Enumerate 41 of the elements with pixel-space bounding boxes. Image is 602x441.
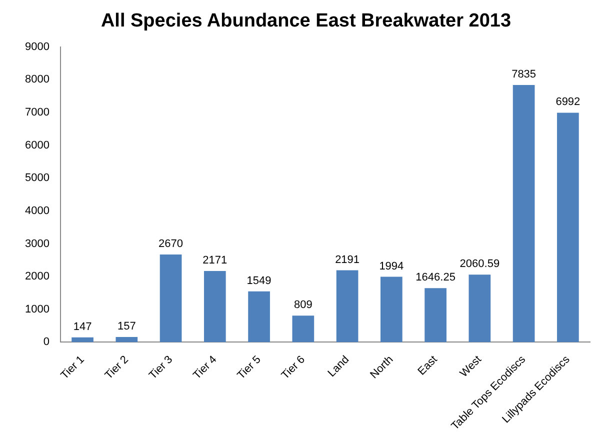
y-tick-label: 7000 [24, 106, 50, 118]
x-tick-label: Tier 4 [191, 354, 220, 382]
data-label: 147 [73, 320, 92, 333]
data-label: 7835 [512, 68, 536, 81]
bar [336, 270, 358, 342]
bar [468, 274, 491, 342]
bar [72, 337, 94, 342]
y-tick-label: 0 [43, 336, 50, 348]
bar [424, 288, 446, 342]
y-tick-label: 8000 [24, 74, 50, 86]
y-tick-label: 4000 [24, 204, 50, 217]
data-label: 1994 [379, 260, 404, 272]
bar [292, 316, 314, 342]
data-label: 809 [294, 299, 312, 312]
y-tick-label: 3000 [24, 238, 50, 250]
bar [557, 112, 579, 342]
x-tick-label: Tier 1 [58, 354, 87, 382]
y-tick-label: 6000 [24, 139, 50, 152]
bar [204, 270, 226, 342]
x-tick-label: Tier 6 [279, 354, 308, 382]
bar [248, 291, 270, 342]
bar [116, 337, 138, 342]
data-label: 6992 [556, 96, 580, 108]
y-tick-label: 1000 [24, 303, 50, 316]
y-tick-label: 2000 [24, 270, 50, 283]
bar [380, 276, 402, 342]
data-label: 1646.25 [416, 272, 456, 284]
data-label: 2171 [202, 254, 228, 266]
data-label: 157 [117, 320, 136, 333]
x-tick-label: Tier 5 [235, 354, 264, 382]
bar [160, 254, 182, 342]
y-tick-label: 5000 [24, 172, 50, 184]
data-label: 2060.59 [460, 258, 500, 270]
data-label: 1549 [246, 274, 272, 287]
data-label: 2191 [335, 254, 360, 266]
bar [512, 85, 535, 342]
chart-title: All Species Abundance East Breakwater 2013 [100, 10, 512, 32]
data-label: 2670 [158, 238, 184, 250]
y-tick-label: 9000 [24, 40, 50, 53]
x-tick-label: Tier 3 [146, 354, 176, 382]
x-tick-label: Tier 2 [102, 354, 131, 382]
